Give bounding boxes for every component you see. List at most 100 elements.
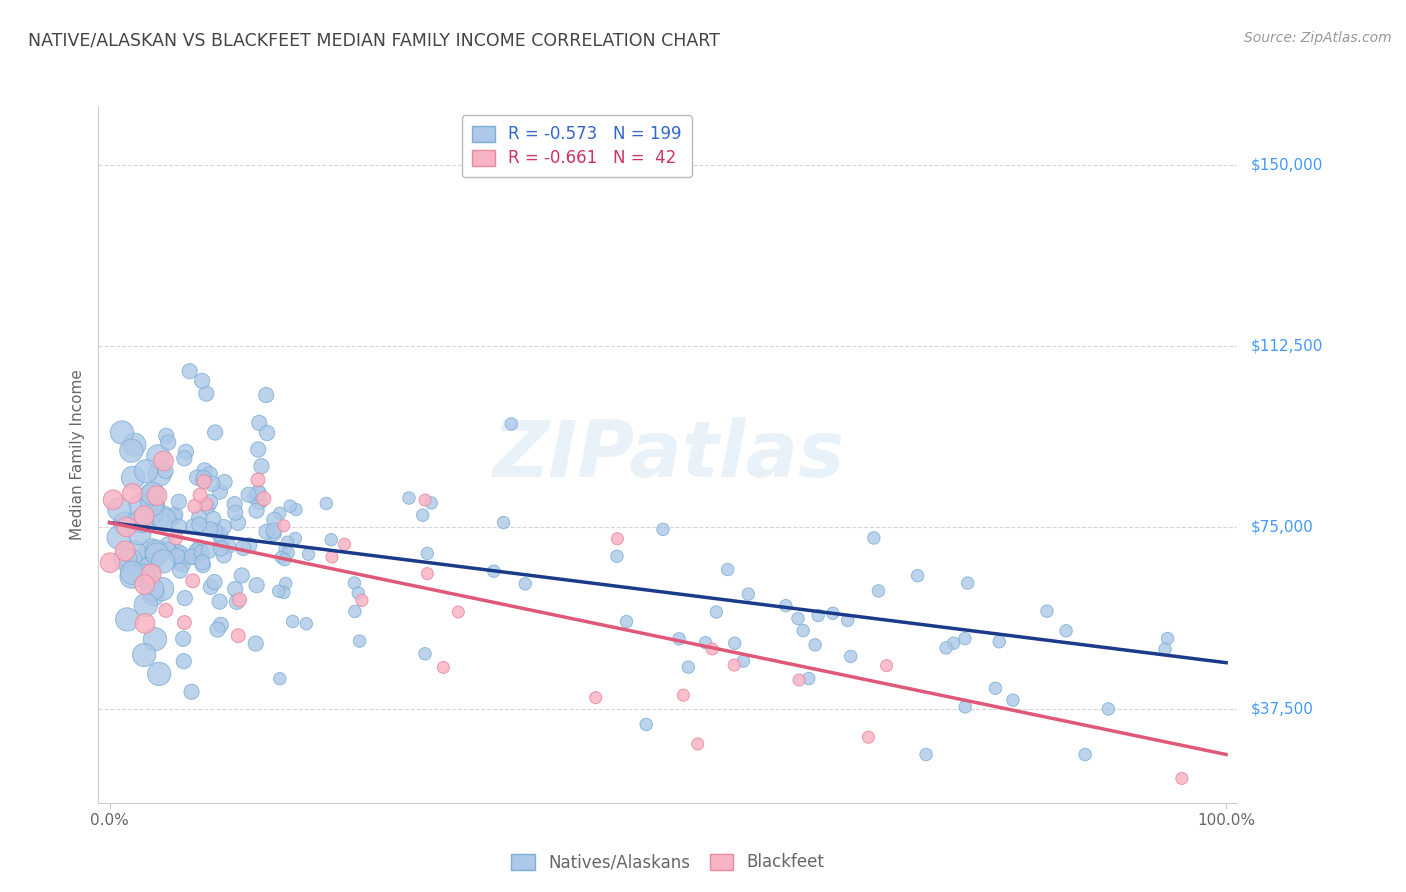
Point: [226, 629, 249, 643]
Point: [284, 532, 307, 546]
Point: [148, 666, 170, 681]
Point: [247, 485, 270, 500]
Point: [149, 467, 172, 482]
Point: [274, 542, 297, 557]
Point: [247, 486, 270, 500]
Point: [702, 642, 724, 657]
Point: [146, 489, 169, 503]
Point: [224, 497, 246, 511]
Point: [114, 544, 136, 558]
Point: [984, 681, 1007, 696]
Point: [250, 459, 273, 474]
Point: [98, 556, 121, 570]
Point: [212, 549, 235, 563]
Point: [724, 636, 747, 650]
Point: [139, 489, 162, 503]
Point: [737, 587, 759, 601]
Point: [263, 513, 285, 527]
Point: [172, 632, 194, 646]
Point: [166, 549, 188, 563]
Text: NATIVE/ALASKAN VS BLACKFEET MEDIAN FAMILY INCOME CORRELATION CHART: NATIVE/ALASKAN VS BLACKFEET MEDIAN FAMIL…: [28, 31, 720, 49]
Point: [247, 442, 270, 457]
Point: [723, 658, 745, 673]
Point: [315, 496, 337, 510]
Point: [821, 607, 844, 621]
Point: [153, 513, 176, 527]
Point: [155, 603, 177, 617]
Point: [321, 549, 343, 564]
Text: Source: ZipAtlas.com: Source: ZipAtlas.com: [1244, 31, 1392, 45]
Point: [668, 632, 690, 646]
Point: [398, 491, 420, 505]
Point: [167, 549, 190, 564]
Point: [204, 575, 226, 590]
Point: [190, 545, 212, 559]
Point: [124, 438, 146, 452]
Point: [170, 547, 193, 561]
Point: [101, 492, 124, 507]
Text: $75,000: $75,000: [1251, 520, 1315, 535]
Point: [245, 636, 267, 650]
Point: [111, 425, 134, 440]
Point: [915, 747, 938, 762]
Point: [1156, 632, 1178, 646]
Point: [107, 531, 129, 545]
Point: [173, 451, 195, 466]
Point: [935, 640, 957, 655]
Point: [238, 538, 260, 552]
Point: [204, 425, 226, 440]
Point: [269, 672, 291, 686]
Point: [349, 634, 371, 648]
Point: [273, 518, 295, 533]
Point: [792, 624, 814, 638]
Point: [132, 508, 155, 523]
Point: [180, 549, 202, 564]
Point: [231, 568, 253, 582]
Point: [141, 543, 163, 558]
Point: [186, 544, 208, 558]
Point: [482, 564, 505, 578]
Point: [148, 450, 170, 464]
Point: [172, 558, 194, 572]
Point: [804, 638, 827, 652]
Point: [169, 556, 191, 570]
Point: [207, 623, 229, 637]
Point: [606, 549, 628, 564]
Point: [150, 582, 173, 596]
Point: [194, 463, 217, 477]
Point: [195, 386, 218, 401]
Point: [1001, 693, 1024, 707]
Point: [120, 443, 142, 458]
Point: [188, 541, 211, 555]
Point: [173, 591, 195, 606]
Point: [246, 473, 269, 487]
Point: [167, 545, 190, 559]
Point: [807, 608, 830, 623]
Point: [416, 566, 439, 581]
Point: [208, 484, 231, 499]
Point: [277, 546, 299, 560]
Point: [274, 576, 297, 591]
Point: [134, 616, 156, 631]
Point: [412, 508, 434, 523]
Point: [211, 534, 233, 549]
Point: [501, 417, 523, 431]
Point: [157, 537, 180, 551]
Point: [686, 737, 709, 751]
Point: [212, 520, 235, 534]
Point: [131, 514, 153, 528]
Point: [515, 577, 537, 591]
Point: [114, 516, 136, 531]
Point: [672, 688, 695, 702]
Point: [169, 551, 191, 566]
Point: [184, 500, 207, 514]
Point: [197, 500, 219, 514]
Point: [191, 374, 214, 388]
Point: [1054, 624, 1077, 638]
Point: [121, 569, 143, 583]
Point: [956, 576, 979, 591]
Point: [169, 564, 191, 578]
Point: [141, 582, 163, 597]
Point: [208, 594, 231, 608]
Point: [152, 454, 174, 468]
